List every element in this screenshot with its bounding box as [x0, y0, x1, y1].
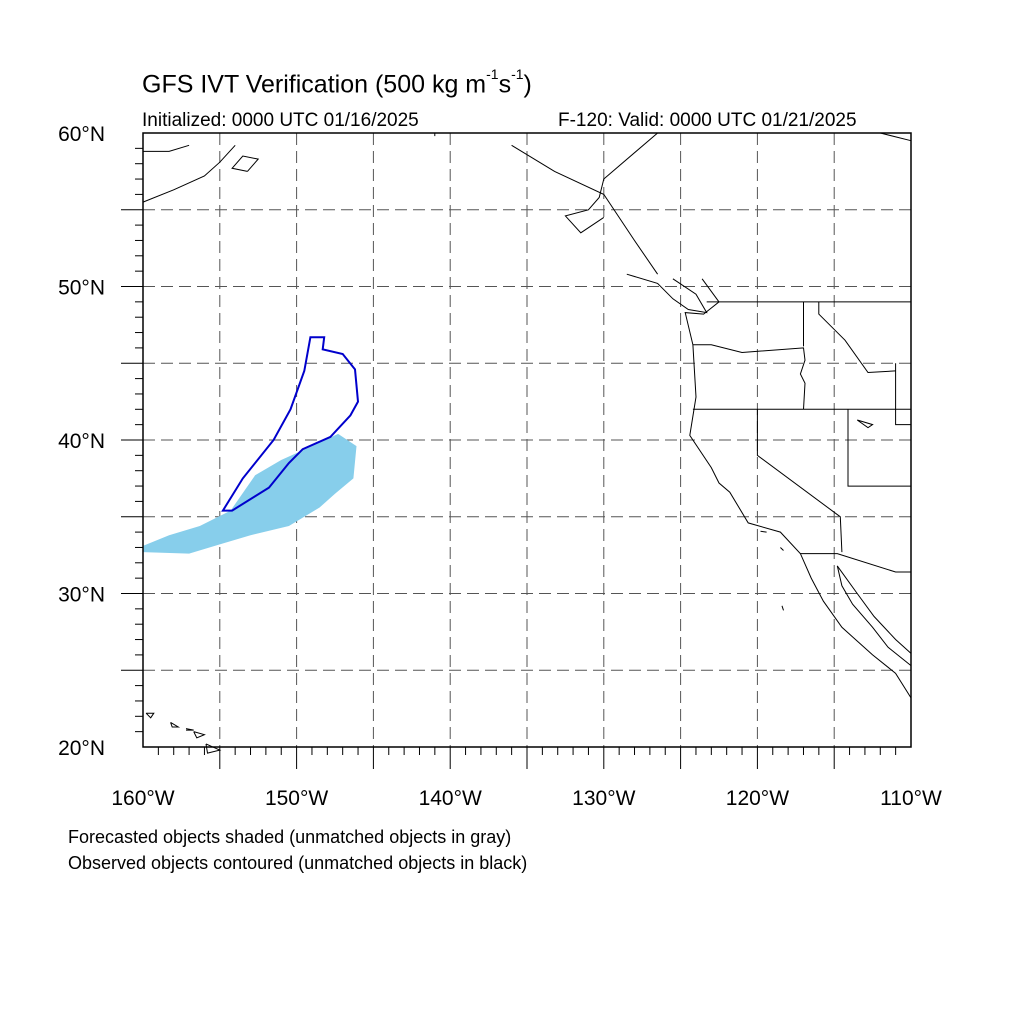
coastline [836, 565, 912, 666]
legend-observed-note: Observed objects contoured (unmatched ob… [68, 853, 528, 873]
island-outline [185, 728, 194, 731]
lat-label: 40°N [58, 430, 105, 453]
island-outline [760, 530, 767, 533]
island-outline [145, 712, 155, 719]
lon-label: 140°W [419, 787, 482, 810]
coastline [143, 144, 190, 152]
state-border [800, 553, 911, 573]
lon-label: 110°W [880, 787, 942, 810]
lon-label: 150°W [265, 787, 328, 810]
state-border [692, 344, 806, 410]
coastline [564, 132, 658, 234]
coastlines [142, 132, 912, 754]
state-border [818, 301, 896, 374]
ivt-objects [143, 336, 360, 554]
map-frame [142, 132, 912, 748]
island-outline [780, 547, 784, 551]
initialized-time: Initialized: 0000 UTC 01/16/2025 [142, 110, 419, 131]
forecast-ivt-object [143, 433, 357, 554]
coastline [142, 144, 236, 203]
island-outline [193, 731, 206, 739]
island-outline [781, 605, 784, 611]
lat-label: 30°N [58, 584, 105, 607]
island-outline [856, 419, 874, 429]
gridlines [143, 133, 911, 747]
lat-label: 60°N [58, 123, 105, 146]
coastline [511, 144, 659, 275]
state-border [756, 409, 843, 553]
axis-labels: 60°N 50°N 40°N 30°N 20°N 160°W 150°W 140°W 130°W… [58, 123, 942, 810]
island-outline [205, 743, 222, 754]
coastline [684, 278, 912, 699]
coastline [836, 565, 912, 654]
lat-label: 20°N [58, 737, 105, 760]
valid-time: F-120: Valid: 0000 UTC 01/21/2025 [558, 110, 857, 131]
state-border [847, 409, 911, 487]
coastline [231, 155, 260, 172]
state-border [895, 363, 911, 426]
lon-label: 120°W [726, 787, 789, 810]
observed-ivt-contour [221, 336, 360, 512]
legend-forecast-note: Forecasted objects shaded (unmatched obj… [68, 827, 512, 847]
lat-label: 50°N [58, 277, 105, 300]
lon-label: 130°W [572, 787, 635, 810]
lon-label: 160°W [111, 787, 174, 810]
axis-ticks [121, 147, 897, 769]
island-outline [170, 721, 181, 728]
coastline [626, 273, 708, 314]
map-title: GFS IVT Verification (500 kg m-1s-1) [142, 66, 532, 99]
coastline [880, 132, 912, 142]
